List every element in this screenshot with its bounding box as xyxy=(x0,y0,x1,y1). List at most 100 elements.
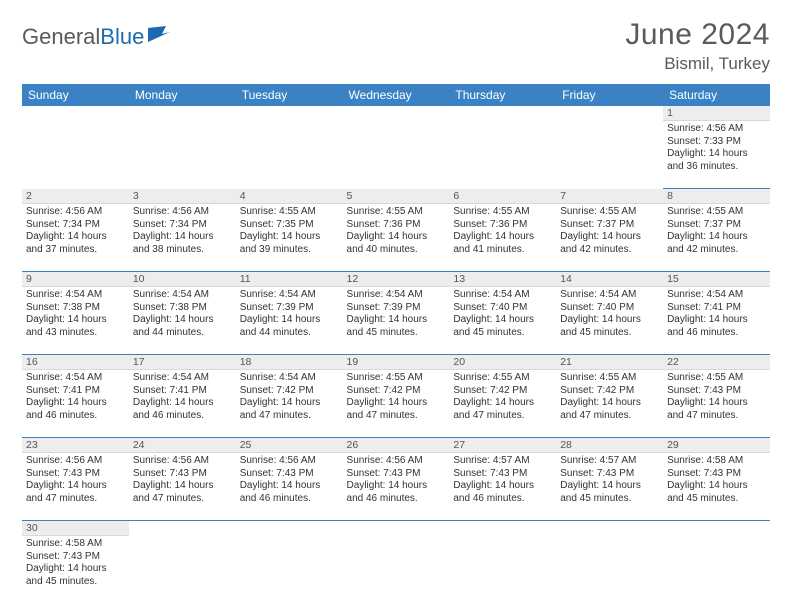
day-number xyxy=(556,106,663,121)
daynum-row: 1 xyxy=(22,106,770,121)
sunset-line: Sunset: 7:43 PM xyxy=(667,385,766,398)
weekday-header: Wednesday xyxy=(343,84,450,106)
sunrise-line: Sunrise: 4:54 AM xyxy=(133,372,232,385)
page-title: June 2024 xyxy=(625,18,770,52)
sunset-line: Sunset: 7:43 PM xyxy=(667,468,766,481)
day-number: 22 xyxy=(663,355,770,370)
day-cell xyxy=(556,536,663,604)
sunrise-line: Sunrise: 4:54 AM xyxy=(240,289,339,302)
sunrise-line: Sunrise: 4:54 AM xyxy=(26,372,125,385)
sunrise-line: Sunrise: 4:55 AM xyxy=(453,372,552,385)
day-number: 6 xyxy=(449,189,556,204)
day-cell: Sunrise: 4:54 AMSunset: 7:39 PMDaylight:… xyxy=(343,287,450,355)
day-number: 1 xyxy=(663,106,770,121)
weekday-header: Thursday xyxy=(449,84,556,106)
day-cell: Sunrise: 4:55 AMSunset: 7:43 PMDaylight:… xyxy=(663,370,770,438)
day-number: 30 xyxy=(22,521,129,536)
day-number: 18 xyxy=(236,355,343,370)
sunset-line: Sunset: 7:33 PM xyxy=(667,136,766,149)
data-row: Sunrise: 4:54 AMSunset: 7:38 PMDaylight:… xyxy=(22,287,770,355)
day-number: 16 xyxy=(22,355,129,370)
sunrise-line: Sunrise: 4:54 AM xyxy=(347,289,446,302)
sunset-line: Sunset: 7:40 PM xyxy=(453,302,552,315)
day-cell: Sunrise: 4:55 AMSunset: 7:37 PMDaylight:… xyxy=(556,204,663,272)
data-row: Sunrise: 4:58 AMSunset: 7:43 PMDaylight:… xyxy=(22,536,770,604)
day-cell: Sunrise: 4:54 AMSunset: 7:42 PMDaylight:… xyxy=(236,370,343,438)
day-cell xyxy=(129,121,236,189)
weekday-header: Tuesday xyxy=(236,84,343,106)
day-cell: Sunrise: 4:54 AMSunset: 7:40 PMDaylight:… xyxy=(449,287,556,355)
weekday-header-row: SundayMondayTuesdayWednesdayThursdayFrid… xyxy=(22,84,770,106)
sunrise-line: Sunrise: 4:55 AM xyxy=(560,372,659,385)
sunset-line: Sunset: 7:41 PM xyxy=(133,385,232,398)
sunset-line: Sunset: 7:39 PM xyxy=(347,302,446,315)
daylight-line: Daylight: 14 hours and 38 minutes. xyxy=(133,231,232,256)
weekday-header: Saturday xyxy=(663,84,770,106)
daynum-row: 30 xyxy=(22,521,770,536)
sunset-line: Sunset: 7:43 PM xyxy=(26,551,125,564)
weekday-header: Friday xyxy=(556,84,663,106)
daylight-line: Daylight: 14 hours and 47 minutes. xyxy=(560,397,659,422)
sunset-line: Sunset: 7:43 PM xyxy=(26,468,125,481)
day-cell xyxy=(449,536,556,604)
sunset-line: Sunset: 7:43 PM xyxy=(560,468,659,481)
logo-part2: Blue xyxy=(100,24,144,49)
day-number: 19 xyxy=(343,355,450,370)
day-cell: Sunrise: 4:54 AMSunset: 7:41 PMDaylight:… xyxy=(129,370,236,438)
sunrise-line: Sunrise: 4:54 AM xyxy=(240,372,339,385)
day-number: 20 xyxy=(449,355,556,370)
day-number xyxy=(129,521,236,536)
daynum-row: 23242526272829 xyxy=(22,438,770,453)
sunrise-line: Sunrise: 4:55 AM xyxy=(453,206,552,219)
sunset-line: Sunset: 7:38 PM xyxy=(133,302,232,315)
daylight-line: Daylight: 14 hours and 46 minutes. xyxy=(240,480,339,505)
daylight-line: Daylight: 14 hours and 46 minutes. xyxy=(667,314,766,339)
day-cell: Sunrise: 4:54 AMSunset: 7:41 PMDaylight:… xyxy=(663,287,770,355)
daylight-line: Daylight: 14 hours and 47 minutes. xyxy=(240,397,339,422)
day-number: 3 xyxy=(129,189,236,204)
sunrise-line: Sunrise: 4:57 AM xyxy=(453,455,552,468)
sunset-line: Sunset: 7:35 PM xyxy=(240,219,339,232)
day-number xyxy=(236,521,343,536)
daynum-row: 9101112131415 xyxy=(22,272,770,287)
sunset-line: Sunset: 7:41 PM xyxy=(26,385,125,398)
daylight-line: Daylight: 14 hours and 44 minutes. xyxy=(133,314,232,339)
sunset-line: Sunset: 7:40 PM xyxy=(560,302,659,315)
daylight-line: Daylight: 14 hours and 47 minutes. xyxy=(667,397,766,422)
day-cell xyxy=(236,536,343,604)
sunset-line: Sunset: 7:34 PM xyxy=(26,219,125,232)
day-number: 2 xyxy=(22,189,129,204)
day-number: 26 xyxy=(343,438,450,453)
data-row: Sunrise: 4:56 AMSunset: 7:33 PMDaylight:… xyxy=(22,121,770,189)
day-number xyxy=(129,106,236,121)
daylight-line: Daylight: 14 hours and 37 minutes. xyxy=(26,231,125,256)
day-number: 21 xyxy=(556,355,663,370)
day-number: 13 xyxy=(449,272,556,287)
sunset-line: Sunset: 7:37 PM xyxy=(667,219,766,232)
day-cell xyxy=(449,121,556,189)
day-number: 14 xyxy=(556,272,663,287)
day-number: 15 xyxy=(663,272,770,287)
flag-icon xyxy=(148,26,174,49)
day-cell: Sunrise: 4:55 AMSunset: 7:42 PMDaylight:… xyxy=(343,370,450,438)
daylight-line: Daylight: 14 hours and 45 minutes. xyxy=(560,314,659,339)
sunrise-line: Sunrise: 4:55 AM xyxy=(240,206,339,219)
sunrise-line: Sunrise: 4:56 AM xyxy=(26,206,125,219)
daylight-line: Daylight: 14 hours and 40 minutes. xyxy=(347,231,446,256)
weekday-header: Monday xyxy=(129,84,236,106)
daylight-line: Daylight: 14 hours and 45 minutes. xyxy=(667,480,766,505)
day-cell xyxy=(663,536,770,604)
day-number: 12 xyxy=(343,272,450,287)
sunrise-line: Sunrise: 4:54 AM xyxy=(133,289,232,302)
logo-part1: General xyxy=(22,24,100,49)
sunset-line: Sunset: 7:39 PM xyxy=(240,302,339,315)
sunset-line: Sunset: 7:43 PM xyxy=(133,468,232,481)
sunrise-line: Sunrise: 4:55 AM xyxy=(347,206,446,219)
day-cell: Sunrise: 4:58 AMSunset: 7:43 PMDaylight:… xyxy=(22,536,129,604)
sunrise-line: Sunrise: 4:54 AM xyxy=(667,289,766,302)
day-number xyxy=(663,521,770,536)
day-number: 27 xyxy=(449,438,556,453)
location: Bismil, Turkey xyxy=(625,54,770,74)
daylight-line: Daylight: 14 hours and 44 minutes. xyxy=(240,314,339,339)
day-cell: Sunrise: 4:54 AMSunset: 7:38 PMDaylight:… xyxy=(129,287,236,355)
